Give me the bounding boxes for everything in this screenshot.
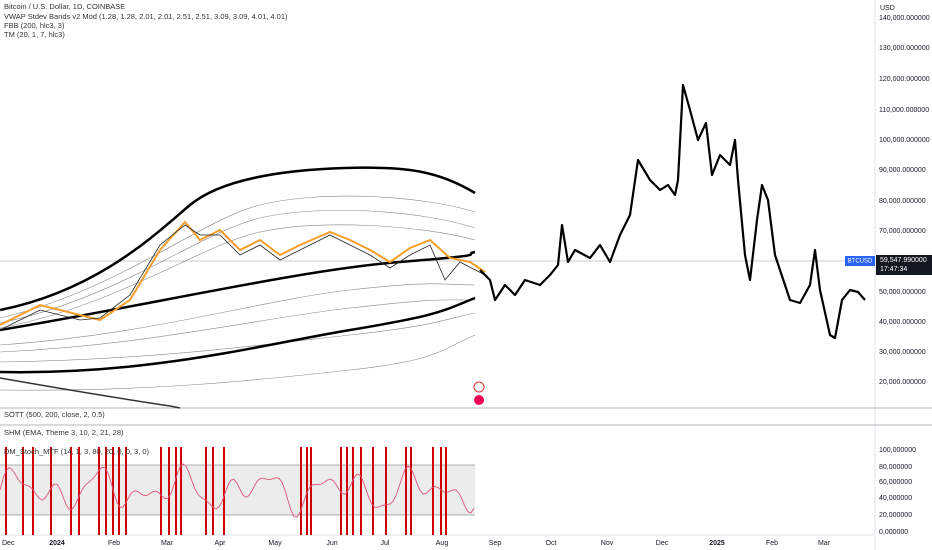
- time-label: Dec: [656, 540, 669, 547]
- upper-band: [0, 166, 476, 312]
- osc-label: 100,000000: [879, 447, 916, 454]
- osc-label: 20,000000: [879, 512, 912, 519]
- time-label: Mar: [161, 540, 174, 547]
- pane-title: DM_Stoch_MTF (14, 1, 3, 80, 20, 0, 0, 3,…: [4, 447, 150, 456]
- signal-bar: [445, 447, 447, 535]
- signal-bar: [32, 447, 34, 535]
- time-label: Dec: [2, 540, 15, 547]
- time-label: Aug: [436, 540, 449, 547]
- signal-bar: [300, 447, 302, 535]
- signal-bar: [346, 447, 348, 535]
- time-label: Jun: [326, 540, 337, 547]
- time-label: Oct: [546, 540, 557, 547]
- signal-bar: [98, 447, 100, 535]
- indicator-title: FBB (200, hlc3, 3): [4, 21, 65, 30]
- price-tag: [876, 255, 932, 275]
- signal-bar: [50, 447, 52, 535]
- signal-bar: [105, 447, 107, 535]
- symbol-title: Bitcoin / U.S. Dollar, 1D, COINBASE: [4, 2, 125, 11]
- osc-label: 0,000000: [879, 529, 908, 536]
- signal-bar: [70, 447, 72, 535]
- signal-bar: [22, 447, 24, 535]
- signal-bar: [385, 447, 387, 535]
- osc-label: 80,000000: [879, 464, 912, 471]
- outer-band: [0, 377, 181, 409]
- price-label: 40,000.000000: [879, 319, 926, 326]
- time-label: Feb: [108, 540, 120, 547]
- signal-bar: [405, 447, 407, 535]
- osc-label: 40,000000: [879, 495, 912, 502]
- price-wicks: [0, 224, 486, 331]
- signal-bar: [125, 447, 127, 535]
- time-label: Nov: [601, 540, 614, 547]
- time-label: Jul: [381, 540, 390, 547]
- price-label: 70,000.000000: [879, 228, 926, 235]
- signal-bar: [372, 447, 374, 535]
- signal-bar: [306, 447, 308, 535]
- indicator-title: TM (20, 1, 7, hlc3): [4, 30, 65, 39]
- signal-bar: [118, 447, 120, 535]
- currency: USD: [880, 5, 895, 12]
- signal-bar: [432, 447, 434, 535]
- pane-title: SOTT (500, 200, close, 2, 0.5): [4, 410, 105, 419]
- signal-bar: [340, 447, 342, 535]
- signal-bar: [360, 447, 362, 535]
- signal-bar: [78, 447, 80, 535]
- price-label: 20,000.000000: [879, 379, 926, 386]
- price-label: 130,000.000000: [879, 45, 930, 52]
- symbol-tag: [845, 256, 875, 266]
- price-label: 80,000.000000: [879, 198, 926, 205]
- time-label: 2024: [49, 540, 65, 547]
- stoch-line: [0, 463, 475, 518]
- price-tag-countdown: 17:47:34: [880, 266, 907, 273]
- signal-bar: [160, 447, 162, 535]
- signal-bar: [5, 447, 7, 535]
- signal-bar: [410, 447, 412, 535]
- basis-band: [0, 250, 476, 332]
- price-label: 140,000.000000: [879, 15, 930, 22]
- price-label: 50,000.000000: [879, 289, 926, 296]
- price-label: 110,000.000000: [879, 107, 929, 114]
- signal-bars: [5, 447, 447, 535]
- signal-bar: [175, 447, 177, 535]
- signal-bar: [168, 447, 170, 535]
- signal-bar: [180, 447, 182, 535]
- signal-bar: [440, 447, 442, 535]
- projection-drawing: [479, 83, 866, 340]
- vwap-bands: [0, 195, 476, 391]
- pane-title: SHM (EMA, Theme 3, 10, 2, 21, 28): [4, 428, 124, 437]
- time-label: Sep: [489, 540, 502, 547]
- price-candles: [0, 220, 486, 326]
- price-tag-value: 59,547.990000: [880, 257, 927, 264]
- signal-bar: [223, 447, 225, 535]
- price-label: 90,000.000000: [879, 167, 926, 174]
- indicator-icon[interactable]: [474, 395, 484, 405]
- price-label: 30,000.000000: [879, 349, 926, 356]
- symbol-tag-text: BTCUSD: [848, 259, 873, 265]
- price-label: 120,000.000000: [879, 76, 930, 83]
- indicator-title: VWAP Stdev Bands v2 Mod (1.28, 1.28, 2.0…: [4, 12, 288, 21]
- time-label: Feb: [766, 540, 778, 547]
- time-label: Apr: [215, 540, 227, 547]
- lower-band: [0, 296, 476, 374]
- time-label: May: [268, 540, 282, 547]
- signal-bar: [310, 447, 312, 535]
- signal-bar: [212, 447, 214, 535]
- osc-label: 60,000000: [879, 479, 912, 486]
- price-label: 100,000.000000: [879, 137, 930, 144]
- indicator-icon[interactable]: [473, 381, 485, 393]
- time-label: 2025: [709, 540, 725, 547]
- signal-bar: [352, 447, 354, 535]
- signal-bar: [205, 447, 207, 535]
- time-label: Mar: [818, 540, 831, 547]
